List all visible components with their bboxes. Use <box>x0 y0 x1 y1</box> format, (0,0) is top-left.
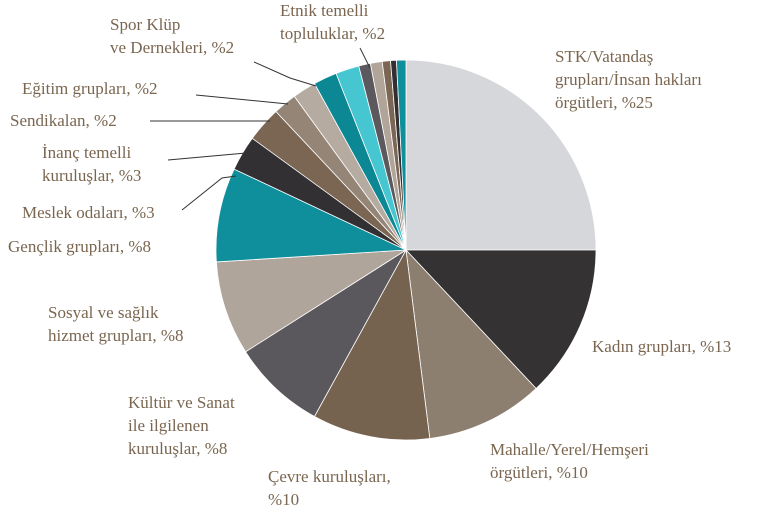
pie-slice <box>215 249 407 353</box>
slice-label: Eğitim grupları, %2 <box>22 79 158 98</box>
slice-label: kuruluşlar, %8 <box>128 439 227 458</box>
slice-label: Meslek odaları, %3 <box>22 203 155 222</box>
slice-label: Mahalle/Yerel/Hemşeri <box>490 440 649 459</box>
leader-line <box>181 175 237 211</box>
pie-slice <box>396 59 407 251</box>
leader-line <box>359 47 371 69</box>
slice-label: kuruluşlar, %3 <box>42 166 141 185</box>
slice-label: topluluklar, %2 <box>280 24 385 43</box>
slice-label: grupları/İnsan hakları <box>555 70 702 89</box>
pie-slice <box>405 248 537 439</box>
pie-slice <box>405 249 597 390</box>
pie-slice <box>313 248 431 441</box>
slice-label: Etnik temelli <box>280 1 369 20</box>
slice-label: İnanç temelli <box>42 143 131 162</box>
slice-label: %10 <box>268 490 299 509</box>
slice-label: Gençlik grupları, %8 <box>8 237 151 256</box>
pie-slice <box>215 168 407 263</box>
slice-label: STK/Vatandaş <box>555 47 653 66</box>
slice-label: Kadın grupları, %13 <box>592 337 731 356</box>
slice-label: Sosyal ve sağlık <box>48 303 159 322</box>
leader-line <box>167 152 247 161</box>
slice-label: örgütleri, %10 <box>490 463 588 482</box>
slice-label: Kültür ve Sanat <box>128 393 235 412</box>
slice-label: ve Dernekleri, %2 <box>110 38 234 57</box>
slice-label: ile ilgilenen <box>128 416 209 435</box>
slice-label: örgütleri, %25 <box>555 93 653 112</box>
leader-line <box>253 61 317 87</box>
leader-line <box>195 94 289 105</box>
slice-label: Çevre kuruluşları, <box>268 467 391 486</box>
slice-label: hizmet grupları, %8 <box>48 326 184 345</box>
slice-label: Spor Klüp <box>110 15 180 34</box>
pie-slice <box>405 59 597 251</box>
pie-slice <box>245 249 407 418</box>
slice-label: Sendikalan, %2 <box>10 111 117 130</box>
